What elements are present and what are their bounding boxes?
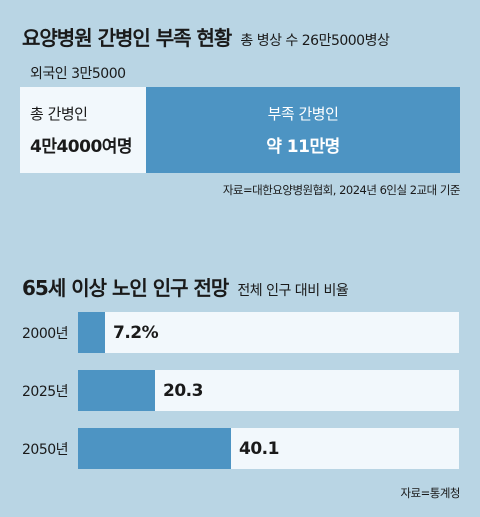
year-label-0: 2000년 xyxy=(22,326,69,342)
year-label-1: 2025년 xyxy=(22,384,69,400)
total-caregiver-label: 총 간병인 xyxy=(30,105,88,123)
year-label-2: 2050년 xyxy=(22,442,69,458)
section1-title-row: 요양병원 간병인 부족 현황 총 병상 수 26만5000병상 xyxy=(22,22,390,51)
section1-title: 요양병원 간병인 부족 현황 xyxy=(22,26,232,50)
bar-1 xyxy=(78,370,155,411)
bar-value-label-0: 7.2% xyxy=(113,323,159,343)
section2-title: 65세 이상 노인 인구 전망 xyxy=(22,276,229,300)
bar-track-1: 20.3 xyxy=(78,370,459,411)
section2-source: 자료=통계청 xyxy=(400,486,460,500)
bar-0 xyxy=(78,312,105,353)
section2-subtitle: 전체 인구 대비 비율 xyxy=(237,283,349,299)
shortage-caregiver-label: 부족 간병인 xyxy=(267,105,339,123)
section1-source: 자료=대한요양병원협회, 2024년 6인실 2교대 기준 xyxy=(222,183,461,197)
shortage-caregiver-value: 약 11만명 xyxy=(266,137,340,157)
bar-track-2: 40.1 xyxy=(78,428,459,469)
bar-track-0: 7.2% xyxy=(78,312,459,353)
shortage-caregiver-segment: 부족 간병인 약 11만명 xyxy=(146,87,460,173)
section2-title-row: 65세 이상 노인 인구 전망 전체 인구 대비 비율 xyxy=(22,272,349,301)
bar-value-label-2: 40.1 xyxy=(239,439,279,459)
foreign-caregiver-label: 외국인 3만5000 xyxy=(30,66,126,82)
total-caregiver-value: 4만4000여명 xyxy=(30,137,133,157)
bar-2 xyxy=(78,428,231,469)
caregiver-stacked-bar: 총 간병인 4만4000여명 부족 간병인 약 11만명 xyxy=(20,87,460,173)
section1-subtitle: 총 병상 수 26만5000병상 xyxy=(240,33,390,49)
total-caregiver-segment: 총 간병인 4만4000여명 xyxy=(20,87,146,173)
bar-value-label-1: 20.3 xyxy=(163,381,203,401)
